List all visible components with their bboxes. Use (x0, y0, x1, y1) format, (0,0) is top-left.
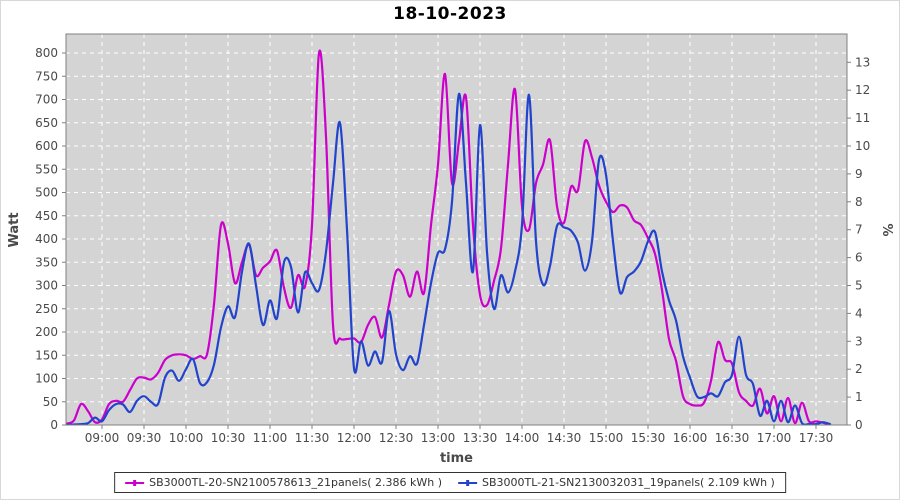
svg-text:2: 2 (855, 362, 863, 376)
legend: SB3000TL-20-SN2100578613_21panels( 2.386… (114, 472, 786, 493)
chart-title: 18-10-2023 (393, 4, 507, 24)
svg-text:13: 13 (855, 55, 870, 69)
svg-text:14:30: 14:30 (547, 431, 582, 445)
x-axis-label: time (440, 451, 473, 466)
svg-text:11: 11 (855, 111, 870, 125)
gridlines (66, 34, 847, 425)
svg-text:10:30: 10:30 (211, 431, 246, 445)
svg-text:3: 3 (855, 334, 863, 348)
y-axis-left-label: Watt (7, 212, 22, 247)
axis-ticks (62, 52, 851, 429)
svg-text:200: 200 (35, 325, 58, 339)
svg-text:1: 1 (855, 390, 863, 404)
svg-text:600: 600 (35, 139, 58, 153)
y-axis-right-label: % (879, 223, 894, 236)
svg-text:13:00: 13:00 (421, 431, 456, 445)
y-axis-left-tick-labels: 0 50 100 150 200 250 300 350 400 450 500 550 600 650 7… (35, 46, 58, 432)
svg-text:15:30: 15:30 (631, 431, 666, 445)
svg-text:09:30: 09:30 (127, 431, 162, 445)
svg-text:12:00: 12:00 (337, 431, 372, 445)
series2-line-swatch-icon (458, 481, 477, 484)
svg-text:8: 8 (855, 195, 863, 209)
svg-text:650: 650 (35, 116, 58, 130)
series-line-1 (66, 49, 832, 425)
series-line-2 (66, 92, 832, 425)
svg-text:700: 700 (35, 93, 58, 107)
svg-text:50: 50 (43, 395, 58, 409)
svg-text:550: 550 (35, 162, 58, 176)
svg-text:5: 5 (855, 279, 863, 293)
svg-text:400: 400 (35, 232, 58, 246)
svg-text:0: 0 (50, 418, 58, 432)
svg-text:16:30: 16:30 (715, 431, 750, 445)
svg-text:12: 12 (855, 83, 870, 97)
svg-text:450: 450 (35, 209, 58, 223)
svg-text:13:30: 13:30 (463, 431, 498, 445)
svg-text:0: 0 (855, 418, 863, 432)
legend-label-inverter-20: SB3000TL-20-SN2100578613_21panels( 2.386… (149, 476, 442, 489)
svg-text:100: 100 (35, 372, 58, 386)
legend-label-inverter-21: SB3000TL-21-SN2130032031_19panels( 2.109… (482, 476, 775, 489)
svg-text:11:00: 11:00 (253, 431, 288, 445)
svg-text:14:00: 14:00 (505, 431, 540, 445)
legend-item-inverter-20: SB3000TL-20-SN2100578613_21panels( 2.386… (125, 476, 442, 489)
plot-background (66, 34, 847, 425)
svg-text:09:00: 09:00 (85, 431, 120, 445)
svg-text:7: 7 (855, 223, 863, 237)
svg-text:15:00: 15:00 (589, 431, 624, 445)
svg-text:12:30: 12:30 (379, 431, 414, 445)
svg-text:800: 800 (35, 46, 58, 60)
svg-text:11:30: 11:30 (295, 431, 330, 445)
svg-text:17:30: 17:30 (799, 431, 834, 445)
svg-text:10: 10 (855, 139, 870, 153)
svg-text:150: 150 (35, 348, 58, 362)
svg-text:250: 250 (35, 302, 58, 316)
x-axis-tick-labels: 09:00 09:30 10:00 10:30 11:00 11:30 12:00 12:30… (85, 431, 834, 445)
svg-text:10:00: 10:00 (169, 431, 204, 445)
svg-text:300: 300 (35, 279, 58, 293)
svg-text:4: 4 (855, 306, 863, 320)
svg-text:350: 350 (35, 255, 58, 269)
series1-line-swatch-icon (125, 481, 145, 484)
svg-text:500: 500 (35, 186, 58, 200)
legend-item-inverter-21: SB3000TL-21-SN2130032031_19panels( 2.109… (458, 476, 775, 489)
svg-text:16:00: 16:00 (673, 431, 708, 445)
svg-text:17:00: 17:00 (757, 431, 792, 445)
svg-text:6: 6 (855, 251, 863, 265)
svg-text:750: 750 (35, 69, 58, 83)
svg-text:9: 9 (855, 167, 863, 181)
